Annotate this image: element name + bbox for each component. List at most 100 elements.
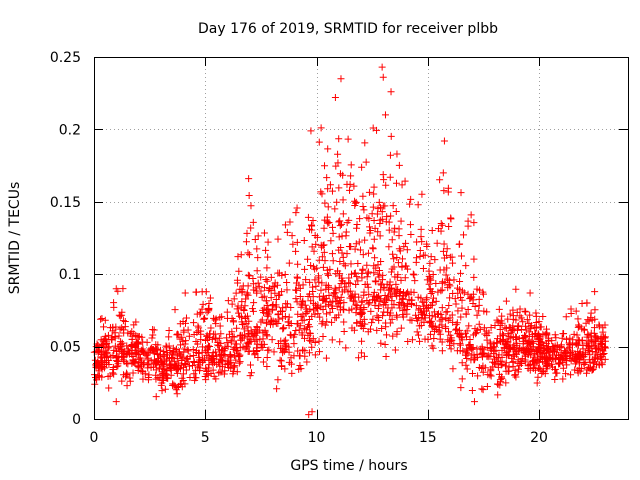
data-point — [591, 355, 599, 363]
data-point — [192, 288, 200, 296]
data-point — [358, 274, 366, 282]
data-point — [100, 360, 108, 368]
data-point — [465, 322, 473, 330]
data-point — [146, 347, 154, 355]
data-point — [383, 331, 391, 339]
data-point — [119, 356, 127, 364]
data-point — [262, 297, 270, 305]
data-point — [496, 357, 504, 365]
data-point — [446, 341, 454, 349]
data-point — [177, 352, 185, 360]
x-tick-label: 15 — [419, 430, 437, 446]
data-point — [267, 273, 275, 281]
data-point — [233, 305, 241, 313]
data-point — [177, 341, 185, 349]
data-point — [190, 370, 198, 378]
data-point — [583, 339, 591, 347]
grid — [94, 57, 628, 419]
data-point — [379, 271, 387, 279]
data-point — [237, 336, 245, 344]
data-point — [423, 276, 431, 284]
data-point — [476, 325, 484, 333]
data-point — [562, 370, 570, 378]
data-point — [135, 355, 143, 363]
data-point — [381, 340, 389, 348]
data-point — [281, 341, 289, 349]
data-point — [279, 325, 287, 333]
data-point — [475, 364, 483, 372]
data-point — [436, 266, 444, 274]
data-point — [336, 170, 344, 178]
data-point — [418, 298, 426, 306]
data-point — [370, 235, 378, 243]
data-point — [467, 344, 475, 352]
data-point — [398, 181, 406, 189]
data-point — [244, 323, 252, 331]
data-point — [230, 333, 238, 341]
data-point — [241, 302, 249, 310]
data-point — [581, 349, 589, 357]
data-point — [458, 296, 466, 304]
data-point — [277, 307, 285, 315]
data-point — [519, 318, 527, 326]
data-point — [345, 243, 353, 251]
data-point — [295, 365, 303, 373]
data-point — [418, 315, 426, 323]
data-point — [307, 297, 315, 305]
y-tick-label: 0 — [72, 412, 81, 428]
data-point — [250, 299, 258, 307]
data-point — [396, 291, 404, 299]
data-point — [451, 295, 459, 303]
data-point — [426, 319, 434, 327]
data-point — [181, 289, 189, 297]
data-point — [406, 316, 414, 324]
data-point — [205, 342, 213, 350]
data-point — [157, 346, 165, 354]
data-point — [343, 180, 351, 188]
data-point — [388, 285, 396, 293]
data-point — [435, 310, 443, 318]
x-tick-label: 10 — [308, 430, 326, 446]
data-point — [354, 277, 362, 285]
data-point — [533, 379, 541, 387]
data-point — [498, 312, 506, 320]
data-point — [139, 375, 147, 383]
data-point — [207, 355, 215, 363]
data-point — [562, 356, 570, 364]
data-point — [507, 329, 515, 337]
data-point — [428, 323, 436, 331]
data-point — [128, 346, 136, 354]
data-point — [498, 346, 506, 354]
data-point — [428, 322, 436, 330]
data-point — [179, 337, 187, 345]
data-point — [404, 338, 412, 346]
data-point — [291, 331, 299, 339]
data-point — [113, 352, 121, 360]
data-point — [152, 393, 160, 401]
data-point — [537, 338, 545, 346]
data-point — [176, 320, 184, 328]
data-point — [223, 339, 231, 347]
data-point — [269, 320, 277, 328]
data-point — [288, 232, 296, 240]
data-point — [578, 365, 586, 373]
data-point — [452, 300, 460, 308]
data-point — [499, 338, 507, 346]
data-point — [392, 208, 400, 216]
data-point — [154, 350, 162, 358]
data-point — [437, 287, 445, 295]
data-point — [519, 334, 527, 342]
data-point — [516, 345, 524, 353]
data-point — [526, 339, 534, 347]
data-point — [216, 313, 224, 321]
data-point — [112, 353, 120, 361]
data-point — [179, 353, 187, 361]
data-point — [387, 88, 395, 96]
data-point — [336, 303, 344, 311]
data-point — [553, 346, 561, 354]
data-point — [457, 313, 465, 321]
data-point — [512, 349, 520, 357]
data-point — [584, 331, 592, 339]
data-point — [308, 343, 316, 351]
x-tick-label: 20 — [530, 430, 548, 446]
